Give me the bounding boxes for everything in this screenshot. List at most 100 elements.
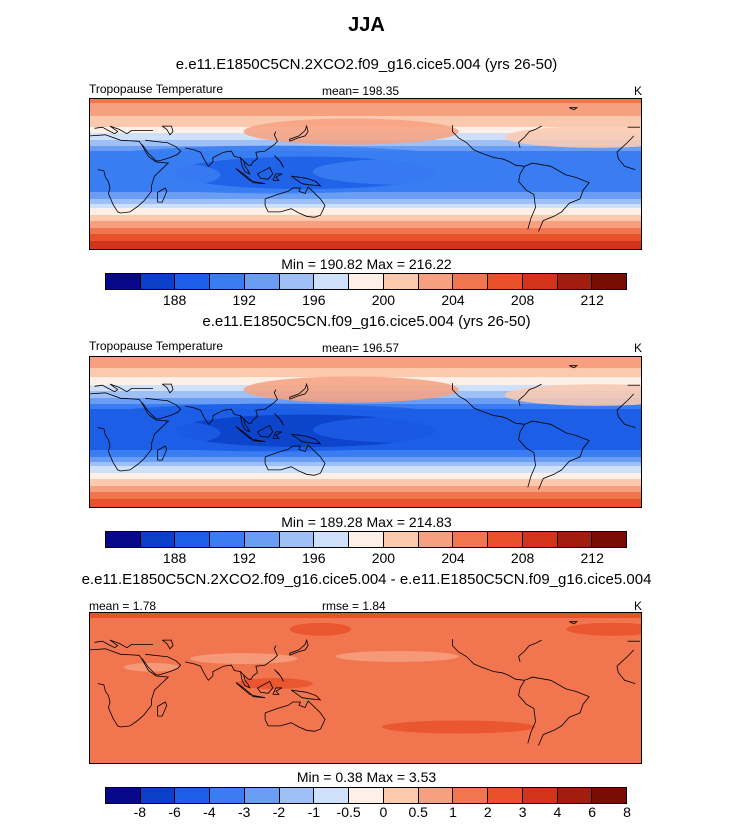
colorbar-swatch <box>383 274 419 289</box>
latitude-band <box>90 751 641 753</box>
coastline <box>235 426 254 440</box>
latitude-band <box>90 501 641 503</box>
latitude-band <box>90 110 641 112</box>
latitude-band <box>90 466 641 468</box>
latitude-band <box>90 740 641 742</box>
map-svg <box>90 99 641 249</box>
coastline <box>257 166 274 180</box>
colorbar-swatch <box>522 274 558 289</box>
coastline <box>264 186 326 218</box>
latitude-band <box>90 199 641 201</box>
latitude-band <box>90 738 641 740</box>
colorbar-swatch <box>279 274 315 289</box>
latitude-band <box>90 405 641 407</box>
latitude-band <box>90 736 641 738</box>
latitude-band <box>90 222 641 224</box>
latitude-band <box>90 666 641 668</box>
latitude-band <box>90 632 641 634</box>
latitude-band <box>90 625 641 627</box>
coastline <box>616 135 635 153</box>
colorbar-swatch <box>349 532 384 547</box>
colorbar-tick-label: -1 <box>307 804 321 820</box>
latitude-band <box>90 494 641 496</box>
colorbar-swatch <box>279 788 315 803</box>
field-contour <box>123 662 180 672</box>
coastline <box>616 666 636 684</box>
latitude-band <box>90 195 641 197</box>
latitude-band <box>90 705 641 707</box>
latitude-band <box>90 503 641 505</box>
latitude-band <box>90 450 641 452</box>
latitude-band <box>90 722 641 724</box>
colorbar-swatch <box>279 532 315 547</box>
latitude-band <box>90 467 641 469</box>
colorbar-swatch <box>175 532 211 547</box>
latitude-band <box>90 363 641 365</box>
latitude-band <box>90 750 641 752</box>
latitude-band <box>90 118 641 120</box>
latitude-band <box>90 114 641 116</box>
latitude-band <box>90 690 641 692</box>
figure-title: JJA <box>348 14 385 36</box>
latitude-band <box>90 487 641 489</box>
latitude-band <box>90 623 641 625</box>
latitude-band <box>90 479 641 481</box>
latitude-band <box>90 101 641 103</box>
coastline <box>157 187 168 203</box>
panel-2-title: e.e11.E1850C5CN.f09_g16.cice5.004 (yrs 2… <box>202 313 531 330</box>
colorbar-tick-label: 1 <box>449 804 457 820</box>
colorbar-swatch <box>140 788 176 803</box>
latitude-band <box>90 109 641 111</box>
latitude-band <box>90 757 641 759</box>
latitude-band <box>90 665 641 667</box>
colorbar-tick-label: -0.5 <box>336 804 361 820</box>
latitude-band <box>90 357 641 359</box>
latitude-band <box>90 111 641 113</box>
colorbar-tick-label: 208 <box>510 550 535 566</box>
latitude-band <box>90 362 641 364</box>
field-contour <box>504 384 641 406</box>
colorbar-tick-label: 212 <box>580 550 604 566</box>
latitude-band <box>90 191 641 193</box>
panel-2-minmax: Min = 189.28 Max = 214.83 <box>281 514 452 530</box>
latitude-band <box>90 725 641 727</box>
coastline <box>272 173 283 181</box>
colorbar-swatch <box>244 532 280 547</box>
coastline <box>290 175 322 187</box>
latitude-band <box>90 482 641 484</box>
latitude-band <box>90 507 642 508</box>
coastline <box>272 431 283 439</box>
latitude-band <box>90 712 641 714</box>
latitude-band <box>90 499 641 501</box>
latitude-band <box>90 113 641 115</box>
latitude-band <box>90 472 641 474</box>
latitude-band <box>90 234 641 236</box>
coastline <box>94 639 153 649</box>
coastline <box>616 152 636 170</box>
colorbar-swatch <box>106 274 141 289</box>
latitude-band <box>90 622 641 624</box>
latitude-band <box>90 376 641 378</box>
coastline <box>518 676 590 744</box>
latitude-band <box>90 214 641 216</box>
latitude-band <box>90 647 641 649</box>
latitude-band <box>90 662 641 664</box>
latitude-band <box>90 486 641 488</box>
coastline <box>264 700 326 732</box>
latitude-band <box>90 460 641 462</box>
panel-2-units-label: K <box>634 341 643 355</box>
latitude-band <box>90 737 641 739</box>
latitude-band <box>90 366 641 368</box>
latitude-band <box>90 470 641 472</box>
latitude-band <box>90 200 641 202</box>
latitude-band <box>90 686 641 688</box>
coastline <box>141 397 182 420</box>
coastline <box>274 413 284 426</box>
coastline <box>157 445 168 461</box>
latitude-band <box>90 403 641 405</box>
latitude-band <box>90 696 641 698</box>
latitude-band <box>90 196 641 198</box>
latitude-band <box>90 634 641 636</box>
coastline <box>141 139 182 162</box>
latitude-band <box>90 455 641 457</box>
